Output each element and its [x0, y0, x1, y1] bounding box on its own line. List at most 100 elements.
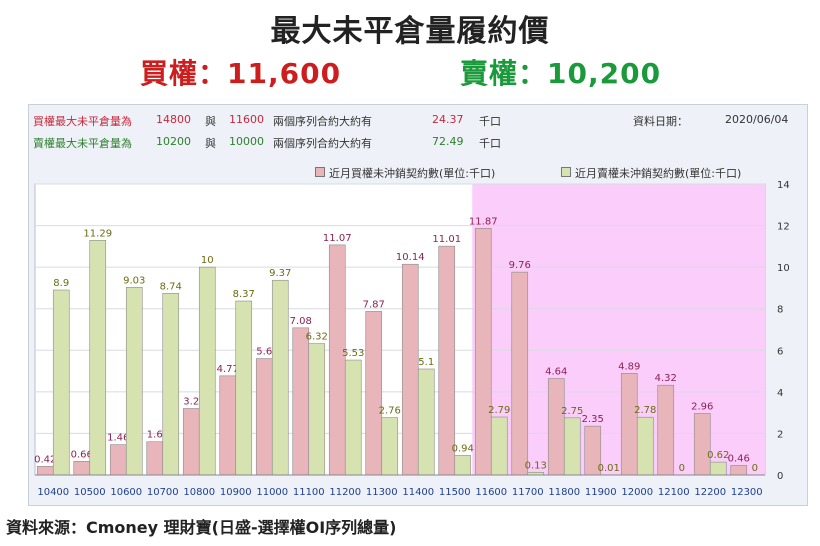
put-bar-value-label: 8.37	[233, 289, 255, 300]
call-bar-value-label: 11.01	[432, 234, 461, 245]
call-bar-value-label: 0.46	[728, 453, 750, 464]
put-info-strike-b: 10000	[229, 135, 264, 148]
call-bar-value-label: 4.89	[618, 361, 640, 372]
call-bar-value-label: 5.6	[256, 347, 272, 358]
put-bar	[490, 416, 508, 476]
put-bar	[381, 417, 399, 476]
put-info-desc: 兩個序列合約大約有	[273, 137, 372, 150]
call-bar-value-label: 7.08	[290, 316, 312, 327]
call-max-strike: 買權：11,600	[140, 57, 342, 90]
call-bar-value-label: 0.66	[71, 449, 93, 460]
y-tick-label: 14	[777, 180, 790, 191]
put-bar-value-label: 2.76	[379, 406, 401, 417]
call-bar	[474, 227, 492, 476]
put-bar-value-label: 0.13	[525, 460, 547, 471]
call-info-strike-a: 14800	[156, 113, 191, 126]
put-bar-value-label: 11.29	[83, 228, 112, 239]
put-bar	[308, 343, 326, 476]
call-bar	[292, 327, 310, 476]
put-bar-value-label: 9.37	[269, 268, 291, 279]
legend-call-label: 近月買權未沖銷契約數(單位:千口)	[329, 167, 496, 180]
y-tick-label: 0	[777, 471, 783, 482]
call-bar	[730, 465, 748, 476]
put-bar-value-label: 5.53	[342, 348, 364, 359]
x-tick-label: 10800	[183, 487, 215, 498]
x-tick-label: 10600	[110, 487, 142, 498]
y-tick-label: 6	[777, 346, 783, 357]
call-bar	[182, 408, 200, 476]
call-bar-value-label: 1.46	[107, 433, 129, 444]
call-bar	[36, 465, 54, 476]
x-tick-label: 11300	[366, 487, 398, 498]
x-tick-label: 11600	[475, 487, 507, 498]
y-tick-label: 4	[777, 388, 783, 399]
call-bar-value-label: 0.42	[34, 454, 56, 465]
legend-call-swatch	[315, 167, 325, 177]
call-bar-value-label: 9.76	[509, 260, 531, 271]
call-bar-value-label: 4.64	[545, 367, 567, 378]
put-bar-value-label: 0	[752, 463, 758, 474]
legend-put-swatch	[561, 167, 571, 177]
call-bar-value-label: 11.87	[469, 216, 498, 227]
call-bar	[146, 441, 164, 476]
put-bar-value-label: 2.78	[634, 405, 656, 416]
put-bar-value-label: 0.01	[598, 463, 620, 474]
call-info-desc: 兩個序列合約大約有	[273, 115, 372, 128]
put-max-strike: 賣權：10,200	[460, 57, 662, 90]
x-tick-label: 10400	[37, 487, 69, 498]
call-bar-value-label: 4.77	[217, 364, 239, 375]
call-bar	[547, 378, 565, 476]
call-bar	[219, 375, 237, 476]
call-bar	[401, 263, 419, 476]
y-tick-label: 10	[777, 263, 790, 274]
put-bar	[709, 461, 727, 476]
put-info-unit: 千口	[479, 137, 501, 150]
put-bar-value-label: 8.74	[160, 281, 182, 292]
x-tick-label: 12100	[658, 487, 690, 498]
legend-put-label: 近月賣權未沖銷契約數(單位:千口)	[575, 167, 742, 180]
x-tick-label: 11700	[512, 487, 544, 498]
x-tick-label: 10500	[74, 487, 106, 498]
call-bar	[620, 373, 638, 476]
call-info-row: 買權最大未平倉量為 14800 與 11600 兩個序列合約大約有 24.37 …	[33, 113, 593, 128]
x-tick-label: 11200	[329, 487, 361, 498]
call-info-conj: 與	[205, 115, 216, 128]
legend-call: 近月買權未沖銷契約數(單位:千口)	[315, 165, 495, 181]
put-info-conj: 與	[205, 137, 216, 150]
y-tick-label: 8	[777, 305, 783, 316]
call-info-strike-b: 11600	[229, 113, 264, 126]
put-bar-value-label: 0.94	[452, 443, 474, 454]
put-bar-value-label: 5.1	[418, 357, 434, 368]
put-bar	[162, 293, 180, 476]
put-bar-value-label: 2.75	[561, 406, 583, 417]
call-bar	[255, 358, 273, 476]
put-bar	[454, 455, 472, 476]
put-info-label: 賣權最大未平倉量為	[33, 137, 132, 150]
x-tick-label: 11800	[548, 487, 580, 498]
y-tick-label: 2	[777, 429, 783, 440]
put-bar	[198, 266, 216, 476]
call-bar-value-label: 3.2	[183, 396, 199, 407]
put-bar	[235, 300, 253, 476]
call-bar	[328, 244, 346, 476]
x-tick-label: 11000	[256, 487, 288, 498]
put-bar	[417, 368, 435, 476]
call-bar	[511, 271, 529, 476]
x-tick-label: 11400	[402, 487, 434, 498]
put-bar	[271, 279, 289, 476]
call-bar	[438, 245, 456, 476]
call-info-unit: 千口	[479, 115, 501, 128]
call-bar-value-label: 2.96	[691, 401, 713, 412]
x-tick-label: 12200	[694, 487, 726, 498]
x-tick-label: 12000	[621, 487, 653, 498]
call-bar	[73, 460, 91, 476]
call-bar-value-label: 10.14	[396, 252, 425, 263]
x-tick-label: 11500	[439, 487, 471, 498]
put-bar	[636, 416, 654, 476]
put-info-row: 賣權最大未平倉量為 10200 與 10000 兩個序列合約大約有 72.49 …	[33, 135, 593, 150]
call-bar	[693, 413, 711, 476]
call-info-value: 24.37	[432, 113, 464, 126]
put-bar-value-label: 2.79	[488, 405, 510, 416]
put-bar-value-label: 0.62	[707, 450, 729, 461]
put-bar-value-label: 9.03	[123, 275, 145, 286]
